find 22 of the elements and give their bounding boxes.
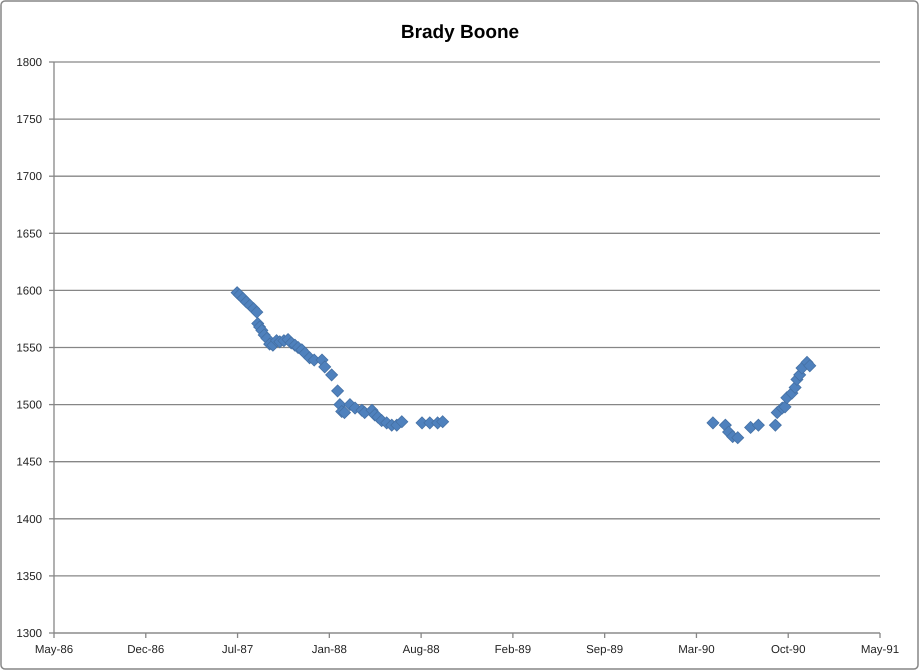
x-tick-label: Jan-88 [312, 644, 347, 656]
y-tick-label: 1750 [16, 114, 42, 126]
x-tick-label: May-91 [860, 644, 900, 656]
chart-title: Brady Boone [400, 22, 520, 43]
y-tick-label: 1600 [16, 285, 42, 298]
x-tick-label: Sep-89 [586, 644, 624, 656]
y-tick-label: 1400 [16, 514, 42, 526]
x-tick-label: Jul-87 [222, 644, 254, 656]
y-tick-label: 1500 [16, 400, 42, 412]
x-tick-label: Dec-86 [127, 644, 164, 656]
x-tick-label: Aug-88 [402, 644, 440, 656]
y-tick-label: 1300 [16, 628, 42, 640]
y-tick-label: 1550 [16, 342, 42, 355]
y-tick-label: 1450 [16, 456, 42, 469]
x-tick-label: Oct-90 [770, 644, 806, 656]
x-tick-label: Feb-89 [494, 644, 532, 656]
x-tick-label: May-86 [34, 644, 74, 656]
y-tick-label: 1650 [16, 228, 42, 240]
x-tick-label: Mar-90 [678, 644, 715, 656]
y-tick-label: 1700 [16, 171, 42, 184]
y-tick-label: 1800 [16, 57, 42, 70]
y-tick-label: 1350 [16, 570, 42, 583]
